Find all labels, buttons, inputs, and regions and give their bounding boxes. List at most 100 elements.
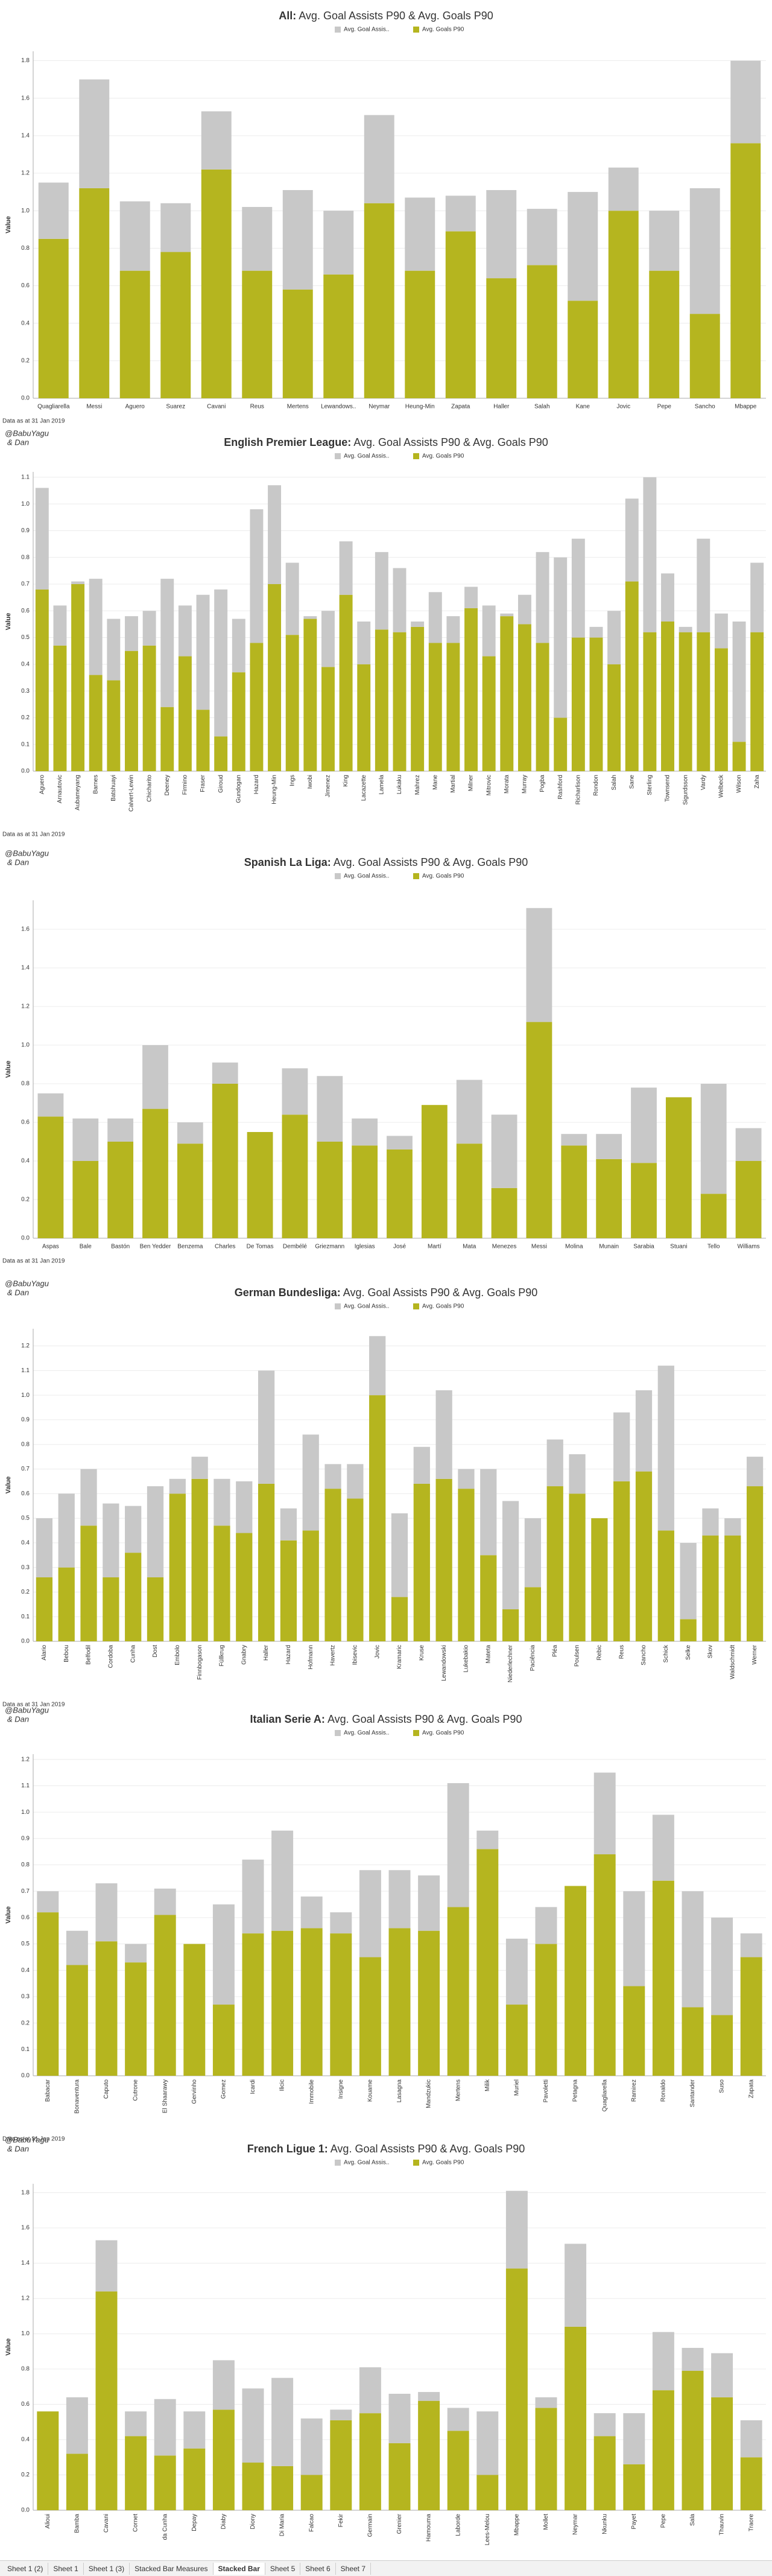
bar-segment	[347, 1464, 364, 1499]
bar-segment	[247, 1132, 273, 1238]
bar-segment	[591, 1518, 608, 1641]
y-tick-label: 1.2	[21, 2295, 30, 2302]
x-tick-label: Aubameyang	[75, 775, 81, 810]
bar-segment	[665, 1097, 692, 1238]
bar-segment	[183, 2448, 206, 2510]
bar-segment	[280, 1508, 297, 1541]
x-tick-label: Gundogan	[235, 775, 242, 803]
y-tick-label: 0.1	[21, 2046, 30, 2053]
y-tick-label: 1.0	[21, 1392, 30, 1399]
bar-segment	[359, 2413, 381, 2510]
title-lead: French Ligue 1:	[247, 2143, 328, 2155]
bar-segment	[36, 1577, 53, 1641]
sheet-tab[interactable]: Sheet 7	[336, 2562, 372, 2575]
watermark: @BabuYagu	[5, 2135, 49, 2144]
x-tick-label: Reus	[618, 1645, 625, 1659]
x-tick-label: Messi	[86, 404, 102, 410]
sheet-tab[interactable]: Sheet 5	[265, 2562, 301, 2575]
sheet-tab[interactable]: Sheet 1 (3)	[84, 2562, 130, 2575]
bar-segment	[593, 1772, 616, 1855]
y-tick-label: 0.2	[21, 1589, 30, 1595]
sheet-tab[interactable]: Stacked Bar Measures	[130, 2562, 214, 2575]
title-text: Avg. Goal Assists P90 & Avg. Goals P90	[327, 1713, 522, 1725]
x-tick-label: Embolo	[174, 1645, 181, 1665]
bar-segment	[697, 538, 710, 632]
y-tick-label: 0.9	[21, 1835, 30, 1842]
x-tick-label: Bonaventura	[74, 2079, 81, 2114]
title-lead: Spanish La Liga:	[244, 856, 331, 868]
y-tick-label: 0.6	[21, 1915, 30, 1921]
bar-segment	[456, 1143, 482, 1238]
bar-segment	[730, 143, 761, 398]
watermark: & Dan	[7, 1714, 29, 1723]
x-tick-label: Lasagna	[396, 2079, 403, 2103]
bar-segment	[625, 581, 639, 771]
x-tick-label: Füllkrug	[219, 1645, 226, 1667]
bar-segment	[80, 1469, 97, 1526]
bar-segment	[66, 1930, 88, 1965]
bar-segment	[154, 1915, 176, 2076]
bar-segment	[201, 111, 232, 170]
bar-segment	[689, 188, 720, 314]
bar-segment	[38, 182, 69, 239]
x-tick-label: Heung-Min	[405, 404, 435, 410]
bar-segment	[387, 1149, 413, 1238]
bar-segment	[53, 645, 67, 771]
bar-segment	[71, 584, 85, 771]
bar-segment	[571, 538, 585, 638]
bar-segment	[464, 587, 478, 608]
sheet-tab[interactable]: Stacked Bar	[213, 2562, 265, 2575]
bar-segment	[125, 2411, 147, 2437]
x-tick-label: Bastón	[111, 1244, 130, 1250]
x-tick-label: Gnabry	[241, 1645, 247, 1665]
x-tick-label: Ings	[289, 775, 296, 786]
bar-segment	[352, 1118, 378, 1146]
bar-segment	[147, 1577, 164, 1641]
bar-segment	[643, 477, 657, 632]
x-tick-label: Stuani	[670, 1244, 687, 1250]
bar-segment	[268, 584, 282, 771]
bar-segment	[177, 1143, 203, 1238]
legend-label: Avg. Goals P90	[422, 2160, 464, 2166]
legend-label: Avg. Goals P90	[422, 1303, 464, 1310]
bar-segment	[177, 1122, 203, 1144]
x-tick-label: Milik	[484, 2079, 491, 2091]
bar-segment	[505, 2005, 528, 2076]
x-tick-label: Reus	[250, 404, 264, 410]
watermark: @BabuYagu	[5, 428, 49, 437]
bar-segment	[271, 1830, 294, 1931]
bar-segment	[623, 2413, 645, 2464]
y-tick-label: 0.3	[21, 1564, 30, 1571]
x-tick-label: Rebic	[596, 1645, 603, 1661]
bar-segment	[464, 608, 478, 771]
bar-segment	[535, 1907, 557, 1944]
legend-swatch	[335, 453, 341, 459]
bar-segment	[447, 1907, 469, 2076]
x-tick-label: Giroud	[218, 775, 224, 793]
bar-segment	[746, 1486, 764, 1641]
legend-swatch	[335, 27, 341, 33]
bar-segment	[596, 1134, 622, 1159]
bar-segment	[201, 169, 232, 398]
bar-segment	[625, 498, 639, 582]
bar-segment	[682, 2370, 704, 2510]
sheet-tab[interactable]: Sheet 6	[300, 2562, 336, 2575]
y-axis-label: Value	[5, 216, 12, 234]
bar-segment	[524, 1587, 542, 1641]
bar-segment	[160, 579, 174, 707]
y-tick-label: 0.7	[21, 1888, 30, 1895]
bar-segment	[280, 1540, 297, 1641]
sheet-tab[interactable]: Sheet 1 (2)	[2, 2562, 49, 2575]
y-tick-label: 0.6	[21, 608, 30, 614]
x-tick-label: Firmino	[182, 775, 189, 795]
bar-segment	[125, 1506, 142, 1553]
bar-segment	[72, 1161, 99, 1238]
x-tick-label: Quagliarella	[601, 2079, 608, 2112]
bar-segment	[89, 675, 103, 771]
y-tick-label: 1.6	[21, 2225, 30, 2231]
sheet-tab[interactable]: Sheet 1	[48, 2562, 84, 2575]
bar-segment	[375, 629, 388, 771]
bar-segment	[740, 1957, 762, 2076]
bar-segment	[324, 1489, 341, 1641]
bar-segment	[37, 1912, 59, 2076]
